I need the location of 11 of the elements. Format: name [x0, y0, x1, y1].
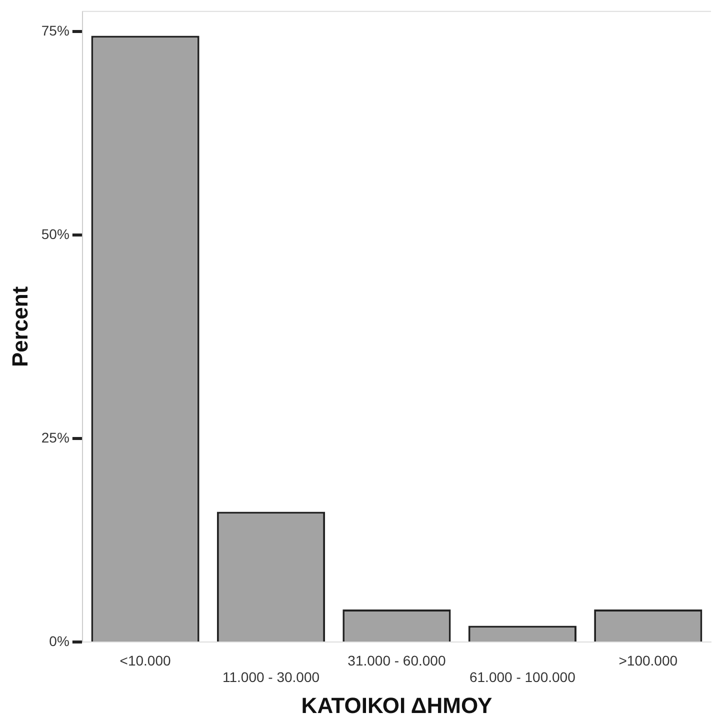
x-tick-label: 61.000 - 100.000 — [469, 669, 576, 686]
y-tick-label: 75% — [41, 22, 70, 39]
x-tick-label: 31.000 - 60.000 — [348, 652, 446, 668]
y-tick-label: 25% — [41, 429, 70, 446]
y-axis-title: Percent — [7, 286, 32, 368]
y-tick-label: 0% — [49, 632, 70, 649]
x-axis-title: ΚΑΤΟΙΚΟΙ ΔΗΜΟΥ — [301, 692, 492, 718]
x-tick-label: 11.000 - 30.000 — [222, 669, 320, 686]
x-tick-label: >100.000 — [618, 652, 678, 668]
y-tick-label: 50% — [41, 226, 70, 242]
x-tick-label: <10.000 — [120, 652, 171, 668]
